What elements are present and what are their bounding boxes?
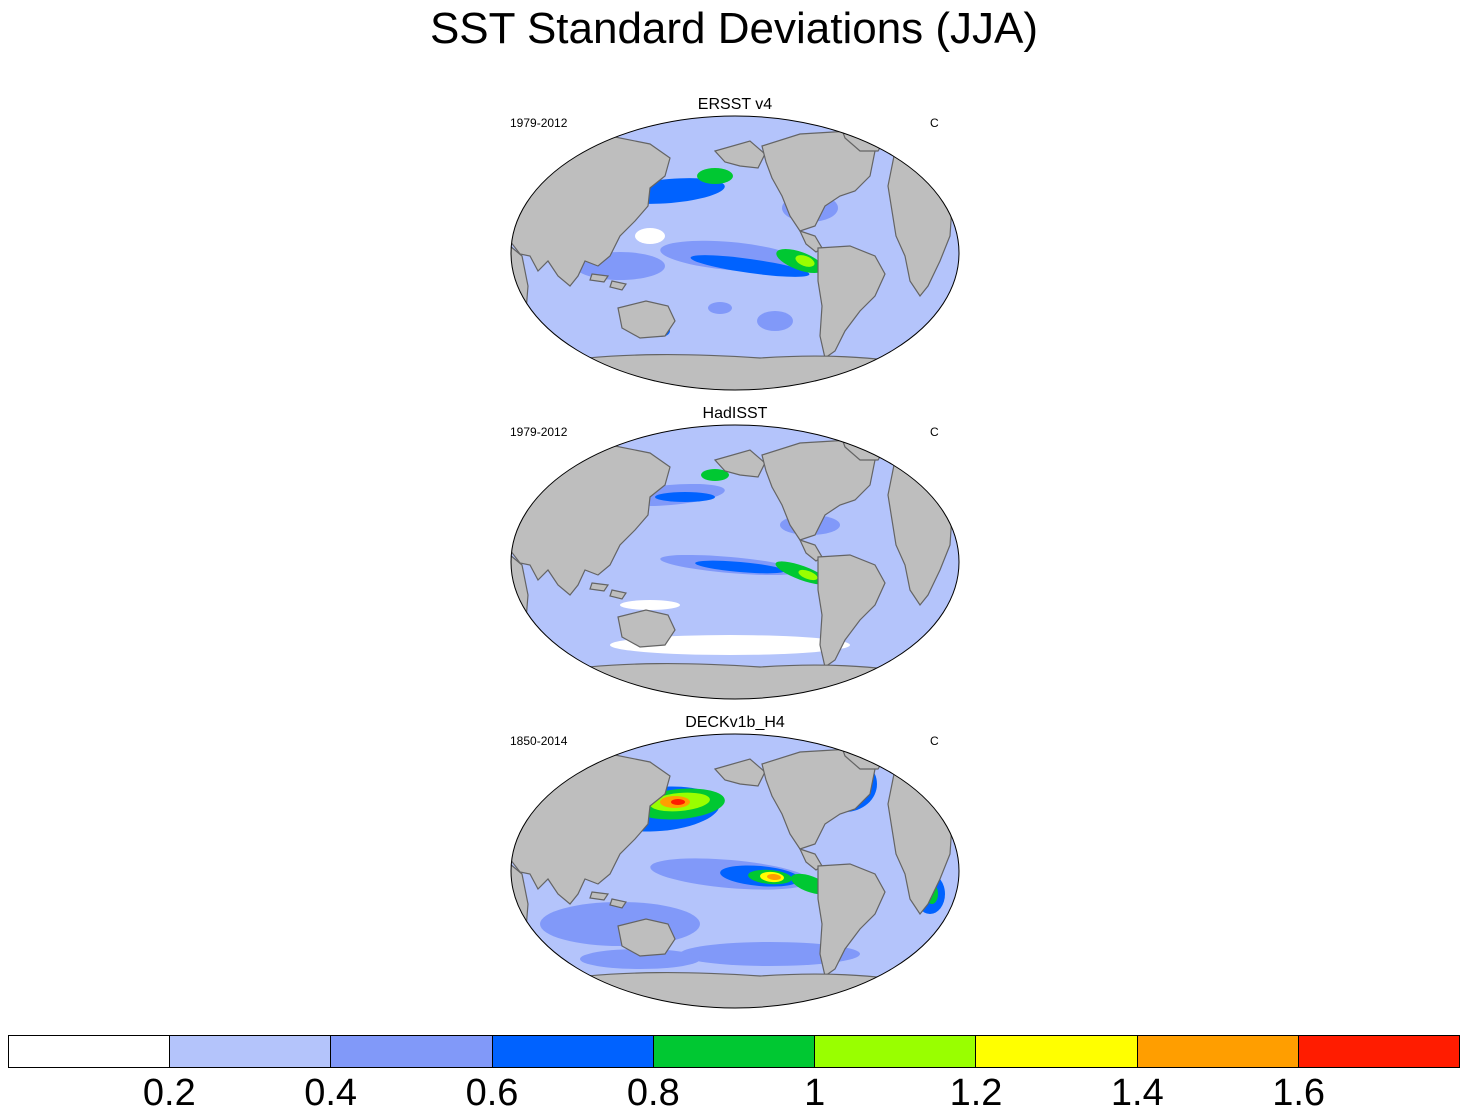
colorbar-swatch [653, 1036, 816, 1067]
panel-period: 1979-2012 [510, 425, 568, 439]
colorbar-swatch [1298, 1036, 1459, 1067]
colorbar-swatch [815, 1036, 977, 1067]
colorbar-swatch [170, 1036, 332, 1067]
landmass [609, 280, 627, 291]
landmass [617, 300, 676, 339]
world-map [510, 115, 960, 391]
landmass [539, 662, 932, 699]
landmass [609, 898, 627, 909]
sst-anomaly-patch [757, 311, 793, 331]
sst-anomaly-patch [671, 799, 685, 805]
sst-anomaly-patch [620, 600, 680, 610]
panel-units: C [930, 425, 939, 439]
panel-title: HadISST [702, 405, 768, 422]
colorbar-swatch [976, 1036, 1138, 1067]
sst-anomaly-patch [680, 942, 860, 966]
landmass [539, 971, 932, 1008]
map-panel-deck: DECKv1b_H4 1850-2014 C [500, 714, 970, 1014]
panel-period: 1850-2014 [510, 734, 568, 748]
sst-anomaly-patch [655, 492, 715, 502]
colorbar-swatch [331, 1036, 493, 1067]
sst-anomaly-patch [580, 949, 700, 969]
colorbar-tick-label: 1.2 [949, 1072, 1003, 1114]
colorbar-swatch [9, 1036, 171, 1067]
map-border [510, 424, 960, 700]
landmass [817, 863, 886, 978]
sst-anomaly-patch [798, 569, 818, 581]
landmass [817, 554, 886, 669]
landmass [617, 609, 676, 648]
colorbar [8, 1035, 1460, 1068]
sst-anomaly-patch [697, 168, 733, 184]
colorbar-tick-label: 1.6 [1272, 1072, 1326, 1114]
sst-anomaly-patch [795, 255, 815, 267]
colorbar-tick-label: 1.4 [1110, 1072, 1164, 1114]
panel-title: DECKv1b_H4 [685, 714, 785, 731]
landmass [713, 758, 766, 787]
world-map [510, 424, 960, 700]
landmass [713, 140, 766, 169]
colorbar-swatch [1137, 1036, 1299, 1067]
colorbar-swatch [492, 1036, 654, 1067]
panel-units: C [930, 116, 939, 130]
colorbar-tick-label: 0.8 [626, 1072, 680, 1114]
landmass [589, 273, 610, 283]
landmass [713, 449, 766, 478]
map-panel-ersst: ERSST v4 1979-2012 C [500, 96, 970, 396]
panel-units: C [930, 734, 939, 748]
panel-title: ERSST v4 [697, 96, 773, 113]
colorbar-tick-label: 0.2 [142, 1072, 196, 1114]
sst-anomaly-patch [695, 560, 785, 574]
sst-anomaly-patch [610, 635, 850, 655]
sst-anomaly-patch [708, 302, 732, 314]
colorbar-tick-label: 0.4 [304, 1072, 358, 1114]
panel-period: 1979-2012 [510, 116, 568, 130]
world-map [510, 733, 960, 1009]
colorbar-labels: 0.2 0.4 0.6 0.8 1 1.2 1.4 1.6 [8, 1072, 1460, 1116]
landmass [539, 353, 932, 390]
landmass [589, 891, 610, 901]
sst-anomaly-patch [690, 255, 810, 277]
landmass [617, 918, 676, 957]
landmass [817, 245, 886, 360]
sst-anomaly-patch [540, 902, 700, 946]
landmass [609, 589, 627, 600]
map-panel-hadisst: HadISST 1979-2012 C [500, 405, 970, 705]
map-border [510, 733, 960, 1009]
sst-anomaly-patch [767, 873, 781, 881]
colorbar-tick-label: 0.6 [465, 1072, 519, 1114]
sst-anomaly-patch [701, 469, 729, 481]
figure-title: SST Standard Deviations (JJA) [429, 4, 1039, 53]
colorbar-tick-label: 1 [804, 1072, 826, 1114]
sst-anomaly-patch [635, 228, 665, 244]
landmass [589, 582, 610, 592]
map-border [510, 115, 960, 391]
